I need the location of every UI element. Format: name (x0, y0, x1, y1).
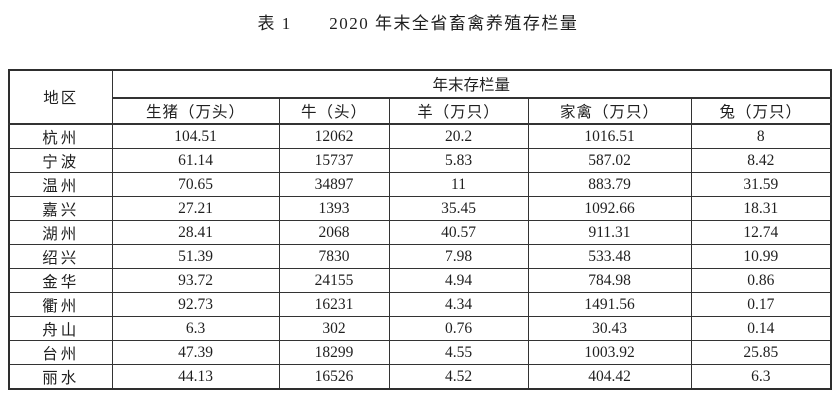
table-row: 温州 70.65 34897 11 883.79 31.59 (8, 172, 832, 197)
value-cell: 12062 (278, 123, 390, 149)
value-cell: 0.76 (388, 316, 529, 341)
value-cell: 5.83 (388, 148, 529, 173)
value-cell: 70.65 (111, 172, 280, 197)
value-cell: 1092.66 (527, 196, 692, 221)
table-caption: 2020 年末全省畜禽养殖存栏量 (329, 14, 579, 33)
value-cell: 12.74 (690, 220, 832, 245)
value-cell: 44.13 (111, 364, 280, 390)
region-cell: 金华 (8, 268, 113, 293)
value-cell: 47.39 (111, 340, 280, 365)
value-cell: 28.41 (111, 220, 280, 245)
value-cell: 20.2 (388, 123, 529, 149)
table-title: 表 1 2020 年末全省畜禽养殖存栏量 (0, 9, 836, 34)
table-row: 丽水 44.13 16526 4.52 404.42 6.3 (8, 364, 832, 390)
value-cell: 25.85 (690, 340, 832, 365)
value-cell: 533.48 (527, 244, 692, 269)
value-cell: 4.52 (388, 364, 529, 390)
region-cell: 湖州 (8, 220, 113, 245)
value-cell: 2068 (278, 220, 390, 245)
value-cell: 4.94 (388, 268, 529, 293)
value-cell: 1003.92 (527, 340, 692, 365)
value-cell: 0.14 (690, 316, 832, 341)
value-cell: 51.39 (111, 244, 280, 269)
value-cell: 11 (388, 172, 529, 197)
value-cell: 16526 (278, 364, 390, 390)
value-cell: 18299 (278, 340, 390, 365)
table-body: 杭州 104.51 12062 20.2 1016.51 8 宁波 61.14 15737 5.8… (8, 123, 832, 390)
region-cell: 绍兴 (8, 244, 113, 269)
value-cell: 404.42 (527, 364, 692, 390)
value-cell: 40.57 (388, 220, 529, 245)
column-header: 牛（头） (278, 97, 390, 125)
value-cell: 92.73 (111, 292, 280, 317)
value-cell: 16231 (278, 292, 390, 317)
value-cell: 302 (278, 316, 390, 341)
value-cell: 30.43 (527, 316, 692, 341)
table-row: 绍兴 51.39 7830 7.98 533.48 10.99 (8, 244, 832, 269)
table-number: 表 1 (257, 14, 292, 33)
value-cell: 10.99 (690, 244, 832, 269)
table-row: 湖州 28.41 2068 40.57 911.31 12.74 (8, 220, 832, 245)
header-year-end-inventory: 年末存栏量 (111, 69, 832, 99)
column-header: 兔（万只） (690, 97, 832, 125)
table-row: 衢州 92.73 16231 4.34 1491.56 0.17 (8, 292, 832, 317)
value-cell: 93.72 (111, 268, 280, 293)
table-row: 台州 47.39 18299 4.55 1003.92 25.85 (8, 340, 832, 365)
value-cell: 4.34 (388, 292, 529, 317)
value-cell: 4.55 (388, 340, 529, 365)
value-cell: 8 (690, 123, 832, 149)
value-cell: 104.51 (111, 123, 280, 149)
value-cell: 24155 (278, 268, 390, 293)
value-cell: 27.21 (111, 196, 280, 221)
value-cell: 911.31 (527, 220, 692, 245)
region-cell: 丽水 (8, 364, 113, 390)
table-row: 宁波 61.14 15737 5.83 587.02 8.42 (8, 148, 832, 173)
region-cell: 嘉兴 (8, 196, 113, 221)
value-cell: 6.3 (111, 316, 280, 341)
value-cell: 1393 (278, 196, 390, 221)
table-row: 嘉兴 27.21 1393 35.45 1092.66 18.31 (8, 196, 832, 221)
region-cell: 台州 (8, 340, 113, 365)
value-cell: 0.86 (690, 268, 832, 293)
value-cell: 8.42 (690, 148, 832, 173)
table-header: 地区 年末存栏量 生猪（万头） 牛（头） 羊（万只） 家禽（万只） 兔（万只） (8, 69, 832, 125)
region-cell: 杭州 (8, 123, 113, 149)
header-region: 地区 (8, 69, 113, 125)
value-cell: 1016.51 (527, 123, 692, 149)
column-header: 生猪（万头） (111, 97, 280, 125)
region-cell: 宁波 (8, 148, 113, 173)
value-cell: 883.79 (527, 172, 692, 197)
value-cell: 15737 (278, 148, 390, 173)
value-cell: 31.59 (690, 172, 832, 197)
livestock-inventory-table: 地区 年末存栏量 生猪（万头） 牛（头） 羊（万只） 家禽（万只） 兔（万只） 杭州 10… (8, 69, 833, 390)
value-cell: 18.31 (690, 196, 832, 221)
value-cell: 784.98 (527, 268, 692, 293)
value-cell: 34897 (278, 172, 390, 197)
value-cell: 587.02 (527, 148, 692, 173)
column-header: 羊（万只） (388, 97, 529, 125)
column-header: 家禽（万只） (527, 97, 692, 125)
header-group-row: 地区 年末存栏量 (8, 69, 832, 125)
header-columns-row: 生猪（万头） 牛（头） 羊（万只） 家禽（万只） 兔（万只） (9, 97, 832, 125)
value-cell: 7830 (278, 244, 390, 269)
value-cell: 6.3 (690, 364, 832, 390)
value-cell: 35.45 (388, 196, 529, 221)
value-cell: 1491.56 (527, 292, 692, 317)
table-row: 舟山 6.3 302 0.76 30.43 0.14 (8, 316, 832, 341)
table-row: 金华 93.72 24155 4.94 784.98 0.86 (8, 268, 832, 293)
value-cell: 7.98 (388, 244, 529, 269)
region-cell: 衢州 (8, 292, 113, 317)
region-cell: 温州 (8, 172, 113, 197)
value-cell: 61.14 (111, 148, 280, 173)
value-cell: 0.17 (690, 292, 832, 317)
table-row: 杭州 104.51 12062 20.2 1016.51 8 (8, 123, 832, 149)
region-cell: 舟山 (8, 316, 113, 341)
